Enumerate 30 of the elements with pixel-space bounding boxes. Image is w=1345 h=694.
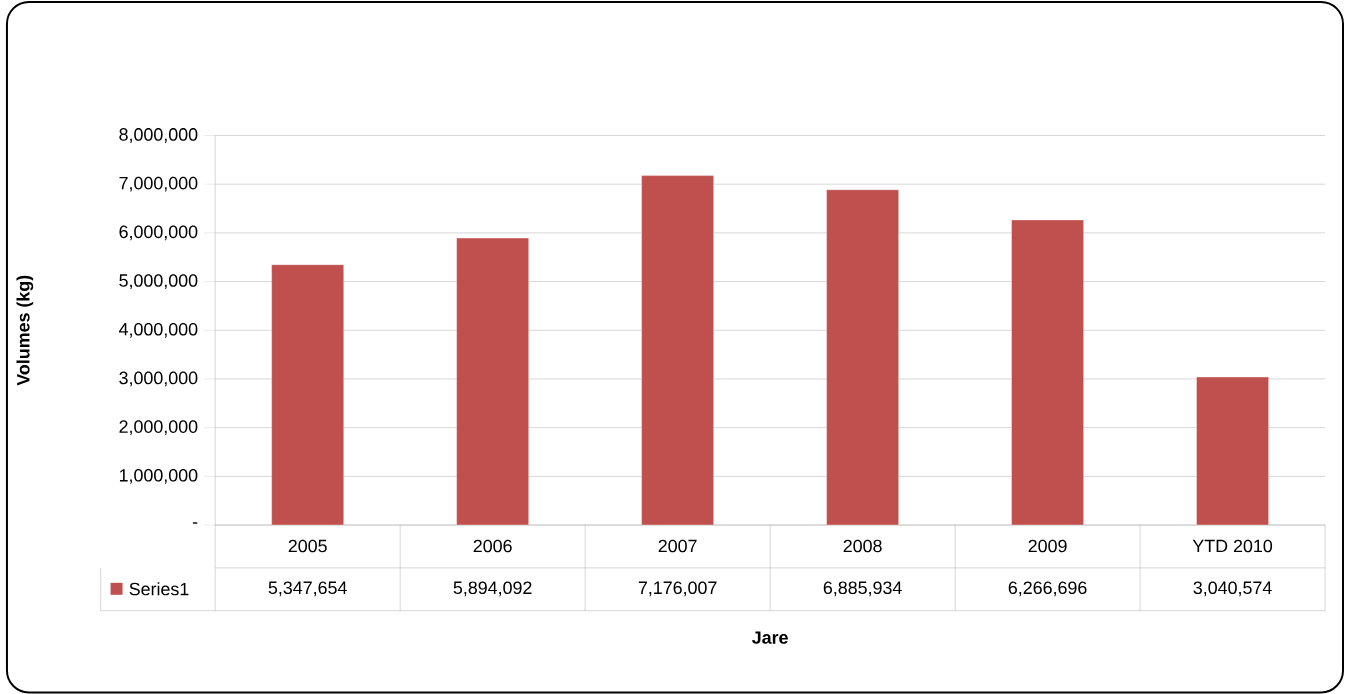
y-tick-label: 2,000,000 [119,420,198,435]
y-tick-label: 6,000,000 [119,225,198,241]
bar [456,237,529,526]
y-tick-label: 8,000,000 [119,127,198,143]
x-tick-label: 2008 [843,539,882,553]
bar [641,175,714,526]
y-tick-label: 5,000,000 [119,273,198,289]
bar [826,189,899,526]
bar [1011,219,1084,526]
x-tick-label: 2006 [473,539,512,553]
data-label: 6,885,934 [823,581,902,596]
bar [271,264,344,526]
y-tick-label: 1,000,000 [119,468,198,484]
data-label: 3,040,574 [1193,581,1272,596]
y-axis-title: Volumes (kg) [16,275,34,386]
x-tick-label: YTD 2010 [1192,539,1273,553]
y-tick-label: 4,000,000 [119,322,198,338]
x-axis-title: Jare [752,631,788,644]
y-tick-label: - [192,522,198,524]
data-label: 6,266,696 [1008,581,1087,596]
legend-label: Series1 [129,582,189,596]
y-tick-label: 3,000,000 [119,371,198,387]
data-label: 5,347,654 [268,581,347,596]
x-tick-label: 2009 [1028,539,1067,553]
x-tick-label: 2005 [288,539,327,553]
bar [1196,376,1269,526]
y-tick-label: 7,000,000 [119,176,198,192]
x-tick-label: 2007 [658,539,697,553]
data-label: 7,176,007 [638,581,717,596]
data-label: 5,894,092 [453,581,532,596]
